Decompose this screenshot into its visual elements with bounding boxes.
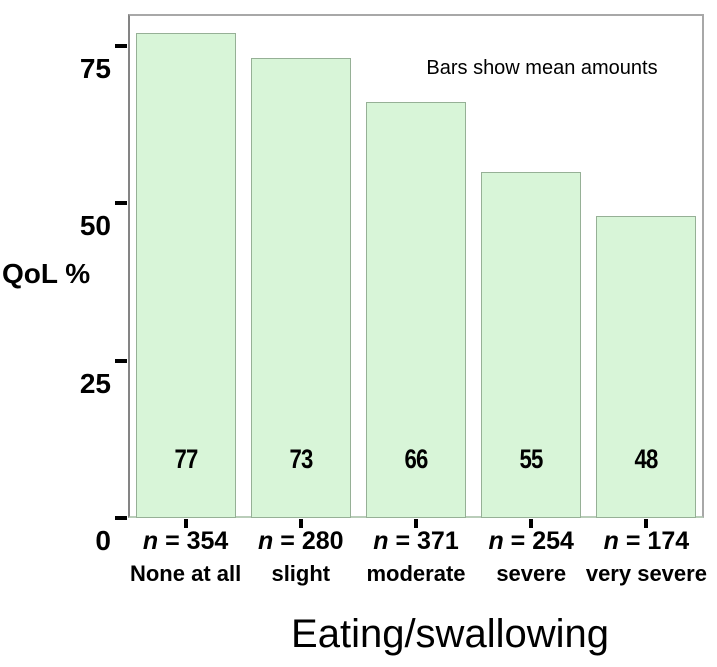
category-label: severe <box>496 561 567 586</box>
category-label: very severe <box>585 561 707 586</box>
n-symbol: n <box>142 527 159 555</box>
bar-value-label: 55 <box>519 444 544 474</box>
n-label: n = 174 <box>556 528 717 554</box>
n-label: n = 254 <box>441 528 621 554</box>
chart-annotation: Bars show mean amounts <box>426 57 658 79</box>
bar: 73 <box>250 58 351 518</box>
category-label: slight <box>271 561 331 586</box>
n-count: = 280 <box>273 527 344 555</box>
bar: 66 <box>366 102 466 518</box>
n-label: n = 371 <box>326 528 506 554</box>
n-label: n = 354 <box>96 528 276 554</box>
y-tick-mark <box>115 201 127 205</box>
x-tick-mark <box>529 519 534 528</box>
x-tick-mark <box>298 519 303 528</box>
x-tick-mark <box>644 519 649 528</box>
n-label: n = 280 <box>211 528 391 554</box>
x-tick-mark <box>414 519 418 528</box>
bar: 55 <box>481 171 582 518</box>
bar: 48 <box>596 215 697 518</box>
y-tick-label: 50 <box>79 210 111 241</box>
y-tick-label: 75 <box>79 52 111 84</box>
n-count: = 254 <box>503 527 574 555</box>
n-count: = 174 <box>618 527 690 555</box>
x-tick-mark <box>183 519 188 528</box>
y-axis-title: QoL % <box>2 258 91 289</box>
n-count: = 354 <box>158 527 229 555</box>
y-tick-label: 0 <box>95 525 111 556</box>
bar-value-label: 77 <box>174 443 198 474</box>
bar-value-label: 73 <box>289 443 313 474</box>
y-tick-label: 25 <box>79 367 111 399</box>
category-label: None at all <box>129 561 242 586</box>
bar-value-label: 66 <box>404 443 428 474</box>
y-tick-mark <box>115 516 127 520</box>
n-symbol: n <box>488 527 504 555</box>
n-symbol: n <box>603 527 619 555</box>
y-tick-mark <box>115 43 127 48</box>
n-symbol: n <box>258 527 274 555</box>
category-label: moderate <box>366 561 466 586</box>
bar: 77 <box>135 32 236 518</box>
bar-value-label: 48 <box>634 443 659 474</box>
y-tick-mark <box>115 358 127 363</box>
x-axis-title: Eating/swallowing <box>291 612 609 656</box>
n-count: = 371 <box>388 527 459 555</box>
n-symbol: n <box>373 527 389 555</box>
